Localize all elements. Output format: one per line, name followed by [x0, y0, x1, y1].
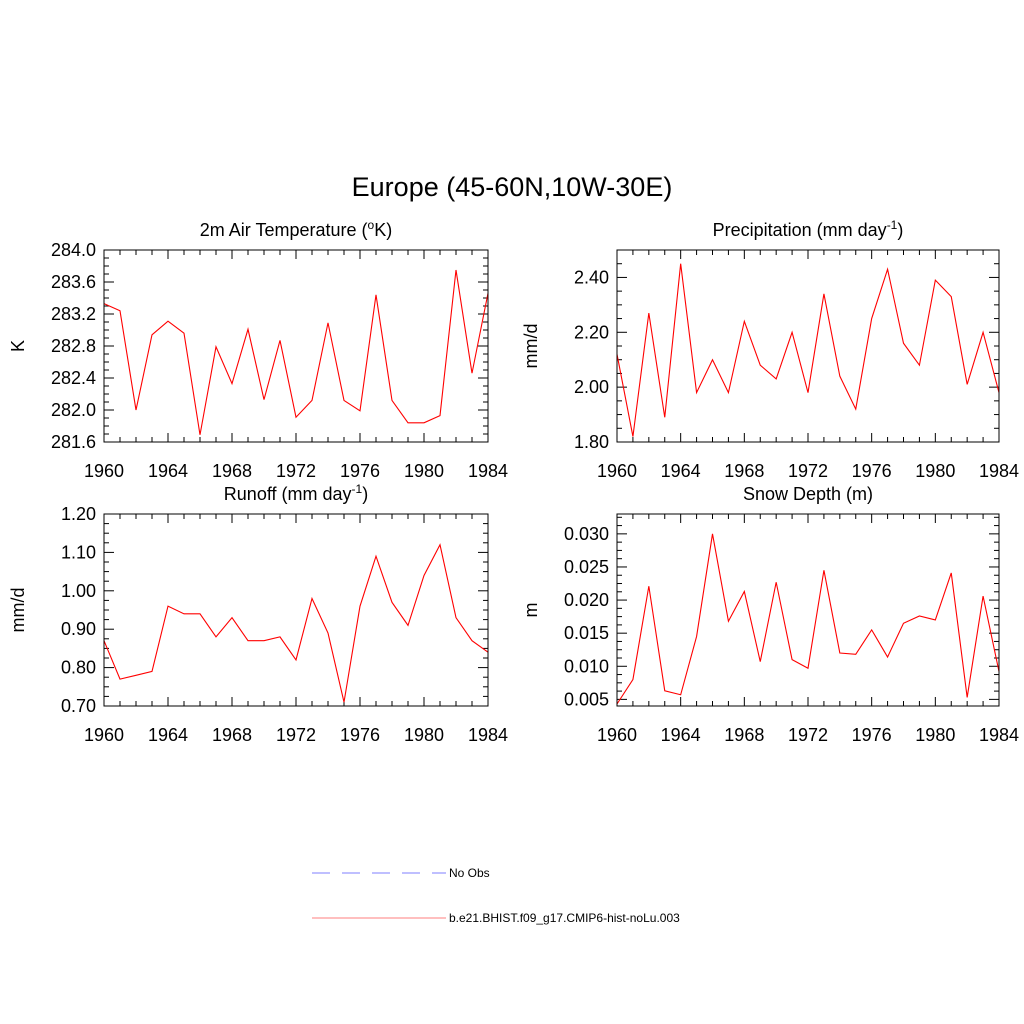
panel-2: Precipitation (mm day-1) mm/d 1960 1964 1968…: [521, 218, 1019, 481]
y-axis-label: mm/d: [8, 588, 28, 633]
x-tick-label: 1976: [340, 725, 380, 745]
y-tick-label: 0.90: [61, 619, 96, 639]
x-tick-label: 1968: [212, 725, 252, 745]
y-tick-label: 1.80: [574, 432, 609, 452]
panels: 2m Air Temperature (oK) K 1960 1964 1968 1972…: [8, 218, 1019, 745]
x-tick-label: 1968: [724, 725, 764, 745]
y-tick-label: 284.0: [51, 240, 96, 260]
panel-4: Snow Depth (m) m 1960 1964 1968 1972 1976 1980 1…: [521, 484, 1019, 745]
x-tick-label: 1980: [915, 725, 955, 745]
panel-title: Precipitation (mm day-1): [713, 218, 904, 240]
x-tick-label: 1984: [468, 725, 508, 745]
panel-title-tail: ): [897, 220, 903, 240]
y-tick-label: 0.015: [564, 623, 609, 643]
y-axis-label: mm/d: [521, 324, 541, 369]
x-tick-label: 1964: [661, 725, 701, 745]
panel-title-tail: K): [374, 220, 392, 240]
legend-entry-1: No Obs: [312, 866, 490, 880]
y-axis-label: m: [521, 603, 541, 618]
y-tick-label: 1.10: [61, 542, 96, 562]
plot-frame: [103, 249, 489, 443]
panel-title-superscript: -1: [352, 482, 363, 496]
x-tick-label: 1972: [276, 461, 316, 481]
plot-frame: [103, 513, 489, 707]
x-tick-label: 1972: [276, 725, 316, 745]
y-tick-label: 1.20: [61, 504, 96, 524]
y-tick-label: 0.005: [564, 689, 609, 709]
y-tick-label: 281.6: [51, 432, 96, 452]
series-line-1: [103, 269, 489, 435]
y-tick-label: 1.00: [61, 581, 96, 601]
x-tick-label: 1960: [597, 461, 637, 481]
series-line-1: [616, 263, 1000, 437]
x-tick-label: 1964: [661, 461, 701, 481]
y-tick-label: 283.2: [51, 304, 96, 324]
y-tick-label: 0.030: [564, 524, 609, 544]
x-tick-label: 1964: [148, 725, 188, 745]
panel-3: Runoff (mm day-1) mm/d 1960 1964 1968 1972 197…: [8, 482, 508, 745]
y-tick-label: 282.0: [51, 400, 96, 420]
x-tick-label: 1984: [468, 461, 508, 481]
x-tick-label: 1980: [404, 461, 444, 481]
y-tick-label: 2.40: [574, 267, 609, 287]
y-tick-label: 0.020: [564, 590, 609, 610]
y-tick-label: 282.4: [51, 368, 96, 388]
series-line-1: [616, 533, 1000, 705]
y-tick-label: 2.20: [574, 322, 609, 342]
panel-title-main: Runoff (mm day: [224, 484, 352, 504]
plot-frame: [616, 249, 1000, 443]
panel-title-superscript: o: [368, 218, 375, 232]
x-tick-label: 1976: [852, 725, 892, 745]
series-line-1: [103, 543, 489, 703]
x-tick-label: 1976: [852, 461, 892, 481]
panel-title-main: Precipitation (mm day: [713, 220, 887, 240]
x-tick-label: 1984: [979, 725, 1019, 745]
panel-title-tail: ): [362, 484, 368, 504]
x-tick-label: 1960: [597, 725, 637, 745]
x-tick-label: 1968: [724, 461, 764, 481]
x-tick-label: 1968: [212, 461, 252, 481]
x-tick-label: 1964: [148, 461, 188, 481]
legend-entry-2: b.e21.BHIST.f09_g17.CMIP6-hist-noLu.003: [312, 911, 680, 925]
panel-title-main: Snow Depth (m): [743, 484, 873, 504]
y-tick-label: 0.80: [61, 658, 96, 678]
y-tick-label: 0.70: [61, 696, 96, 716]
panel-title: 2m Air Temperature (oK): [200, 218, 392, 240]
y-axis-label: K: [8, 340, 28, 352]
x-tick-label: 1980: [915, 461, 955, 481]
plot-frame: [616, 513, 1000, 707]
x-tick-label: 1972: [788, 461, 828, 481]
y-tick-label: 2.00: [574, 377, 609, 397]
x-tick-label: 1972: [788, 725, 828, 745]
y-tick-label: 0.010: [564, 656, 609, 676]
x-tick-label: 1984: [979, 461, 1019, 481]
x-tick-label: 1960: [84, 725, 124, 745]
figure-title: Europe (45-60N,10W-30E): [352, 172, 673, 202]
legend: No Obs b.e21.BHIST.f09_g17.CMIP6-hist-noL…: [312, 866, 680, 925]
y-tick-label: 0.025: [564, 557, 609, 577]
x-tick-label: 1976: [340, 461, 380, 481]
y-tick-label: 283.6: [51, 272, 96, 292]
y-tick-label: 282.8: [51, 336, 96, 356]
panel-title-main: 2m Air Temperature (: [200, 220, 368, 240]
legend-label: b.e21.BHIST.f09_g17.CMIP6-hist-noLu.003: [449, 911, 680, 925]
legend-label: No Obs: [449, 866, 490, 880]
panel-1: 2m Air Temperature (oK) K 1960 1964 1968 1972…: [8, 218, 508, 481]
panel-title: Runoff (mm day-1): [224, 482, 368, 504]
x-tick-label: 1980: [404, 725, 444, 745]
panel-title: Snow Depth (m): [743, 484, 873, 504]
x-tick-label: 1960: [84, 461, 124, 481]
panel-title-superscript: -1: [887, 218, 898, 232]
